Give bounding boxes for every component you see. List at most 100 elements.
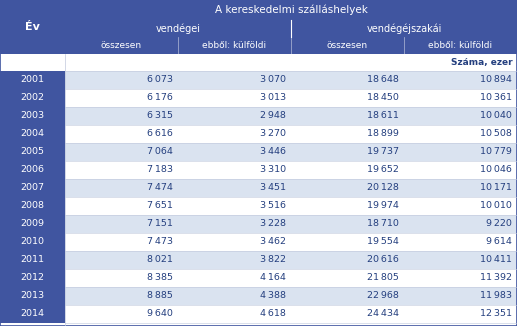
Bar [291,251,404,269]
Text: 10 171: 10 171 [480,184,512,192]
Bar [404,89,517,107]
Bar [0,71,65,89]
Text: 2008: 2008 [21,201,44,211]
Text: 3 462: 3 462 [260,238,286,246]
Bar [178,269,291,287]
Bar [178,179,291,197]
Bar [65,215,178,233]
Bar [178,197,291,215]
Text: 22 968: 22 968 [367,291,399,301]
Bar [178,251,291,269]
Bar [291,233,404,251]
Bar [0,54,517,71]
Text: 6 073: 6 073 [147,76,173,84]
Bar [291,71,404,89]
Text: 10 040: 10 040 [480,111,512,121]
Bar [65,233,178,251]
Text: 2013: 2013 [21,291,44,301]
Text: 18 450: 18 450 [367,94,399,102]
Text: vendégéjszakái: vendégéjszakái [367,23,442,34]
Text: 18 710: 18 710 [367,219,399,229]
Bar [404,215,517,233]
Text: 9 614: 9 614 [486,238,512,246]
Text: 19 652: 19 652 [367,166,399,174]
Bar [0,143,65,161]
Text: Száma, ezer: Száma, ezer [451,58,513,67]
Text: 2004: 2004 [21,129,44,139]
Text: 19 974: 19 974 [367,201,399,211]
Text: 18 611: 18 611 [367,111,399,121]
Bar [404,125,517,143]
Bar [0,233,65,251]
Text: 21 805: 21 805 [367,274,399,283]
Text: 2 948: 2 948 [260,111,286,121]
Text: 18 899: 18 899 [367,129,399,139]
Bar [291,305,404,323]
Bar [65,71,178,89]
Bar [0,305,65,323]
Bar [65,287,178,305]
Bar [0,287,65,305]
Bar [291,287,404,305]
Bar [0,125,65,143]
Text: 10 010: 10 010 [480,201,512,211]
Bar [404,287,517,305]
Bar [0,215,65,233]
Text: 6 616: 6 616 [147,129,173,139]
Text: 20 616: 20 616 [367,256,399,264]
Bar [404,71,517,89]
Bar [0,20,517,37]
Text: 7 651: 7 651 [147,201,173,211]
Text: 3 822: 3 822 [260,256,286,264]
Bar [0,197,65,215]
Text: 2010: 2010 [21,238,44,246]
Text: 18 648: 18 648 [367,76,399,84]
Text: 9 640: 9 640 [147,309,173,319]
Text: 3 270: 3 270 [260,129,286,139]
Bar [404,179,517,197]
Bar [291,215,404,233]
Text: 4 618: 4 618 [260,309,286,319]
Text: összesen: összesen [327,41,368,50]
Text: 4 164: 4 164 [260,274,286,283]
Text: 19 554: 19 554 [367,238,399,246]
Text: 11 983: 11 983 [480,291,512,301]
Bar [178,71,291,89]
Bar [178,143,291,161]
Bar [291,143,404,161]
Text: 7 064: 7 064 [147,147,173,156]
Bar [291,89,404,107]
Bar [178,233,291,251]
Text: A kereskedelmi szálláshelyek: A kereskedelmi szálláshelyek [215,5,368,15]
Text: 19 737: 19 737 [367,147,399,156]
Text: 10 894: 10 894 [480,76,512,84]
Bar [0,251,65,269]
Text: 2014: 2014 [21,309,44,319]
Text: 11 392: 11 392 [480,274,512,283]
Text: 10 508: 10 508 [480,129,512,139]
Bar [0,269,65,287]
Text: 3 228: 3 228 [260,219,286,229]
Bar [65,161,178,179]
Bar [65,143,178,161]
Bar [404,107,517,125]
Bar [65,251,178,269]
Text: 3 310: 3 310 [260,166,286,174]
Bar [65,305,178,323]
Text: 7 474: 7 474 [147,184,173,192]
Bar [65,197,178,215]
Bar [65,125,178,143]
Text: 10 046: 10 046 [480,166,512,174]
Text: vendégei: vendégei [156,23,201,34]
Text: 2001: 2001 [21,76,44,84]
Text: 6 315: 6 315 [147,111,173,121]
Bar [291,107,404,125]
Bar [404,305,517,323]
Text: ebből: külföldi: ebből: külföldi [429,41,493,50]
Text: 9 220: 9 220 [486,219,512,229]
Bar [178,107,291,125]
Text: 12 351: 12 351 [480,309,512,319]
Bar [291,179,404,197]
Text: ebből: külföldi: ebből: külföldi [203,41,267,50]
Text: 2002: 2002 [21,94,44,102]
